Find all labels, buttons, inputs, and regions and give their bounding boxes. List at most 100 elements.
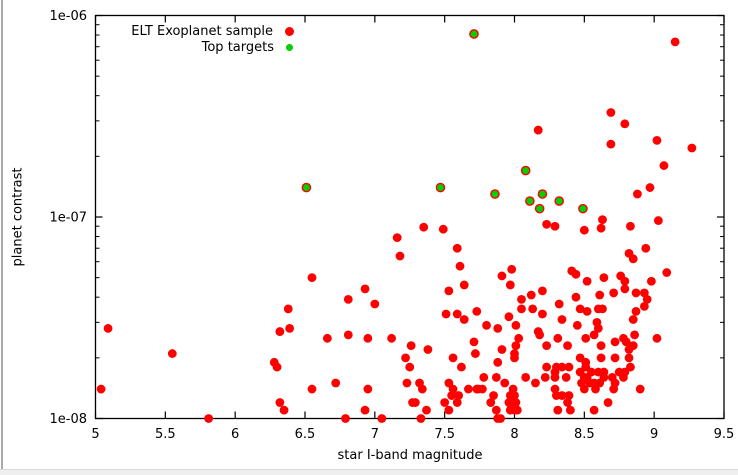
scatter-point-red	[510, 353, 519, 363]
scatter-point-red	[486, 398, 496, 407]
scatter-point-red	[589, 330, 599, 340]
scatter-point-red	[599, 372, 609, 382]
scatter-point-red	[500, 378, 510, 388]
scatter-point-red	[579, 384, 589, 394]
scatter-point-red	[596, 353, 606, 363]
legend-label-elt-sample: ELT Exoplanet sample	[131, 23, 273, 39]
scatter-point-red	[598, 304, 607, 314]
scatter-point-green	[539, 190, 546, 198]
scatter-point-red	[307, 384, 317, 394]
scatter-point-red	[563, 398, 572, 407]
scatter-point-red	[452, 398, 462, 407]
scatter-point-red	[540, 372, 550, 382]
scatter-point-red	[599, 273, 609, 283]
scatter-point-red	[653, 216, 663, 225]
scatter-point-red	[553, 333, 563, 343]
scatter-point-red	[626, 221, 635, 231]
scatter-point-red	[624, 353, 634, 363]
scatter-point-red	[542, 219, 552, 229]
scatter-point-red	[440, 398, 450, 407]
scatter-point-red	[603, 398, 613, 407]
scatter-point-red	[417, 384, 427, 394]
scatter-point-red	[459, 280, 469, 290]
scatter-point-red	[477, 384, 487, 394]
scatter-point-red	[598, 215, 607, 225]
scatter-point-red	[554, 299, 564, 309]
window-bottom-strip	[0, 469, 738, 475]
scatter-point-red	[521, 372, 531, 382]
scatter-point-red	[343, 330, 353, 340]
scatter-point-red	[630, 330, 640, 340]
scatter-point-red	[631, 307, 641, 316]
scatter-point-green	[526, 197, 534, 205]
scatter-point-red	[491, 372, 501, 382]
scatter-point-red	[557, 315, 567, 324]
scatter-point-red	[633, 189, 642, 199]
scatter-point-red	[670, 37, 680, 47]
scatter-point-red	[610, 353, 620, 363]
scatter-point-red	[662, 268, 672, 277]
scatter-point-red	[631, 288, 641, 298]
scatter-point-red	[423, 345, 433, 354]
scatter-point-red	[405, 362, 415, 372]
scatter-point-red	[508, 398, 518, 407]
scatter-point-red	[493, 414, 503, 423]
scatter-point-red	[459, 315, 469, 324]
scatter-point-red	[438, 224, 448, 234]
scatter-point-red	[275, 327, 285, 336]
scatter-point-red	[641, 243, 651, 253]
scatter-point-red	[624, 345, 634, 354]
scatter-point-red	[422, 405, 431, 415]
scatter-point-red	[406, 341, 416, 351]
scatter-point-red	[464, 384, 473, 394]
scatter-point-red	[416, 414, 426, 423]
scatter-point-red	[444, 405, 454, 415]
scatter-point-red	[596, 223, 606, 233]
scatter-point-red	[331, 378, 341, 388]
scatter-point-red	[511, 320, 521, 330]
scatter-point-red	[553, 405, 563, 415]
scatter-point-red	[275, 398, 285, 407]
scatter-point-red	[448, 384, 458, 394]
scatter-point-red	[343, 295, 353, 304]
x-tick-label: 7	[371, 427, 379, 442]
scatter-point-red	[370, 299, 380, 309]
scatter-point-red	[535, 330, 545, 340]
scatter-point-red	[452, 243, 462, 253]
scatter-point-red	[571, 292, 581, 302]
scatter-point-red	[103, 323, 113, 333]
scatter-point-red	[620, 276, 630, 286]
scatter-point-red	[642, 295, 652, 304]
scatter-point-green	[491, 190, 499, 198]
scatter-point-red	[585, 378, 595, 388]
scatter-point-red	[563, 341, 572, 351]
x-tick-label: 9.5	[714, 427, 735, 442]
scatter-point-red	[510, 405, 519, 415]
scatter-point-red	[581, 333, 591, 343]
scatter-point-red	[619, 372, 628, 382]
scatter-point-red	[659, 161, 669, 170]
scatter-point-red	[575, 304, 585, 314]
scatter-point-red	[565, 405, 575, 415]
scatter-point-red	[454, 391, 464, 400]
scatter-point-red	[531, 378, 540, 388]
scatter-point-red	[645, 183, 655, 192]
scatter-point-red	[582, 307, 592, 316]
scatter-point-red	[455, 261, 465, 271]
x-axis-title: star I-band magnitude	[337, 448, 483, 463]
scatter-point-green	[555, 197, 563, 205]
x-tick-label: 7.5	[434, 427, 455, 442]
scatter-point-red	[526, 290, 536, 300]
scatter-point-red	[272, 362, 282, 372]
scatter-point-red	[593, 323, 603, 333]
x-tick-label: 5.5	[155, 427, 176, 442]
scatter-point-red	[307, 273, 317, 283]
scatter-point-red	[511, 341, 521, 351]
scatter-point-red	[606, 139, 616, 149]
legend-item-top-targets: Top targets	[0, 39, 294, 55]
scatter-point-red	[479, 372, 489, 382]
x-tick-label: 6	[231, 427, 239, 442]
scatter-point-red	[444, 286, 454, 296]
scatter-point-green	[579, 205, 587, 213]
scatter-point-red	[652, 135, 662, 145]
